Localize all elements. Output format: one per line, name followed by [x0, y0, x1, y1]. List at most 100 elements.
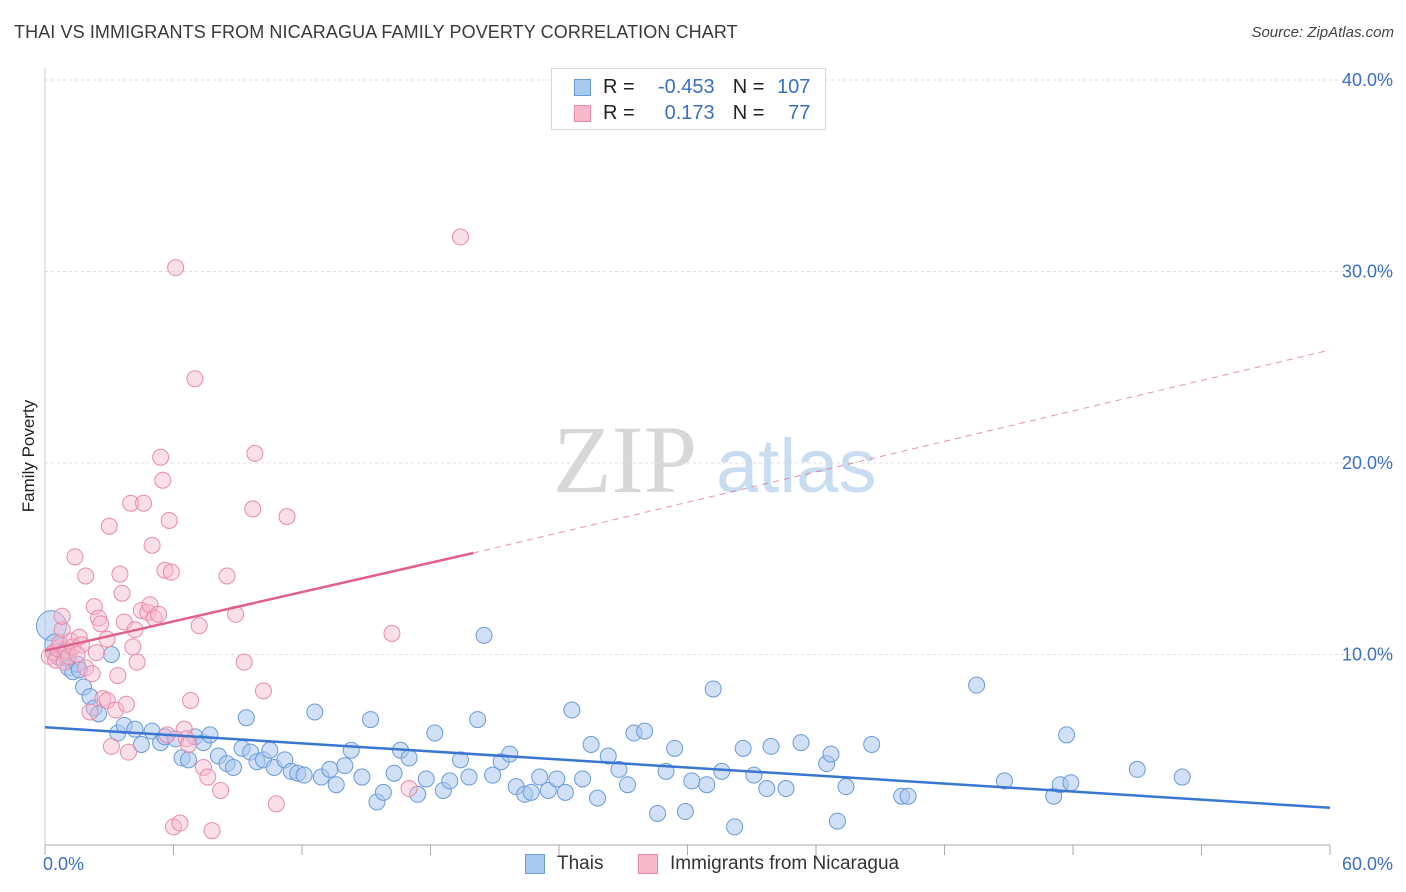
nicaragua-point	[120, 743, 138, 761]
thai-point	[666, 739, 684, 757]
thai-point	[777, 780, 795, 798]
thai-point	[636, 722, 654, 740]
watermark: ZIP atlas	[553, 406, 877, 513]
thai-point	[342, 741, 360, 759]
thai-point	[968, 676, 986, 694]
thai-point	[822, 745, 840, 763]
nicaragua-point	[150, 605, 168, 623]
thai-point	[385, 764, 403, 782]
watermark-zip: ZIP	[553, 406, 697, 513]
nicaragua-point	[87, 644, 105, 662]
legend-r-label: R =	[603, 75, 635, 98]
watermark-atlas: atlas	[716, 424, 877, 509]
nicaragua-point	[182, 691, 200, 709]
nicaragua-point	[77, 567, 95, 585]
legend-item-thais[interactable]: Thais	[525, 851, 603, 877]
nicaragua-point	[171, 814, 189, 832]
nicaragua-swatch	[574, 104, 591, 122]
nicaragua-point	[212, 781, 230, 799]
x-tick-label-max: 60.0%	[1342, 854, 1393, 874]
thai-point	[995, 772, 1013, 790]
thai-point	[619, 776, 637, 794]
correlation-legend: R = -0.453 N = 107 R = 0.173 N = 77	[551, 68, 826, 130]
thai-point	[126, 720, 144, 738]
legend-r-value: -0.453	[657, 75, 715, 98]
thai-point	[102, 646, 120, 663]
source-note: Source: ZipAtlas.com	[1251, 24, 1394, 41]
thai-point	[713, 762, 731, 780]
nicaragua-point	[109, 667, 127, 685]
nicaragua-point	[122, 494, 140, 512]
thai-point	[758, 780, 776, 798]
nicaragua-point	[111, 565, 129, 583]
nicaragua-point	[128, 653, 146, 671]
nicaragua-point	[451, 228, 469, 246]
nicaragua-point	[179, 736, 197, 754]
thai-point	[475, 626, 493, 644]
nicaragua-point	[68, 646, 86, 663]
thai-point	[582, 736, 600, 754]
thai-point	[417, 770, 435, 788]
nicaragua-point	[53, 607, 71, 625]
legend-r-value: 0.173	[664, 101, 715, 124]
thai-point	[522, 783, 540, 801]
thai-point	[201, 726, 219, 744]
thai-point	[261, 741, 279, 759]
thai-point	[649, 804, 667, 822]
nicaragua-point	[53, 621, 71, 639]
thai-point	[745, 766, 763, 784]
thai-point	[574, 770, 592, 788]
thai-points	[35, 610, 1191, 836]
x-tick-labels: 0.0% 60.0%	[43, 854, 1393, 874]
nicaragua-point	[156, 561, 174, 579]
thai-point	[589, 789, 607, 807]
thai-point	[409, 785, 427, 803]
thai-point	[1058, 726, 1076, 744]
thai-point	[1173, 768, 1191, 786]
nicaragua-legend-swatch	[638, 854, 658, 874]
nicaragua-point	[83, 665, 101, 683]
y-tick-label: 30.0%	[1342, 262, 1393, 282]
thai-point	[1128, 760, 1146, 778]
thai-point	[676, 803, 694, 821]
legend-n-value: 107	[777, 75, 811, 98]
thai-point	[460, 768, 478, 786]
thai-swatch	[574, 78, 591, 96]
nicaragua-point	[199, 768, 217, 786]
nicaragua-point	[98, 691, 116, 709]
thai-point	[683, 772, 701, 790]
legend-row-thai: R = -0.453 N = 107	[574, 74, 810, 100]
thai-point	[726, 818, 744, 836]
legend-n-label: N =	[732, 75, 765, 98]
thai-point	[828, 812, 846, 830]
nicaragua-point	[154, 471, 172, 489]
nicaragua-point	[100, 517, 118, 535]
thai-point	[321, 760, 339, 778]
thai-point	[327, 776, 345, 794]
thai-point	[374, 783, 392, 801]
nicaragua-point	[117, 695, 135, 713]
thai-point	[469, 711, 487, 729]
legend-item-nicaragua[interactable]: Immigrants from Nicaragua	[638, 851, 899, 877]
nicaragua-point	[190, 617, 208, 635]
y-tick-label: 10.0%	[1342, 645, 1393, 665]
thai-point	[400, 749, 418, 767]
nicaragua-point	[85, 598, 103, 616]
nicaragua-point	[141, 596, 159, 614]
thai-point	[556, 783, 574, 801]
nicaragua-point	[167, 259, 185, 277]
nicaragua-label: Immigrants from Nicaragua	[670, 853, 900, 874]
thai-point	[762, 737, 780, 755]
thai-point	[295, 766, 313, 784]
chart-title: THAI VS IMMIGRANTS FROM NICARAGUA FAMILY…	[14, 22, 738, 42]
legend-n-label: N =	[732, 101, 765, 124]
nicaragua-point	[254, 682, 272, 700]
axes	[44, 68, 1331, 855]
legend-row-nicaragua: R = 0.173 N = 77	[574, 100, 810, 126]
nicaragua-point	[218, 567, 236, 585]
thai-point	[353, 768, 371, 786]
nicaragua-point	[143, 536, 161, 554]
thai-trendline	[44, 726, 1331, 809]
thai-point	[336, 757, 354, 775]
